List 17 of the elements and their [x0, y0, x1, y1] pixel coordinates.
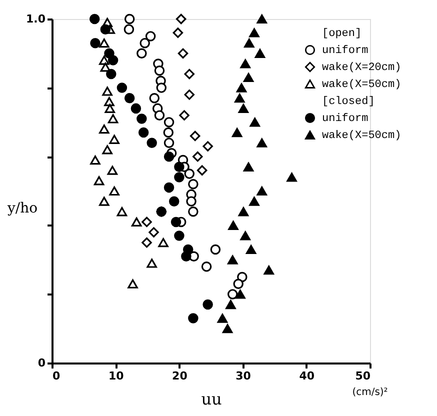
text: (cm/s)² — [352, 387, 388, 398]
legend-label: wake(X=20cm) — [322, 62, 402, 74]
x-tick-label: 10 — [108, 370, 124, 382]
x-axis-title: uu — [201, 390, 222, 408]
x-tick-label: 0 — [52, 370, 60, 382]
y-axis-title: y/ho — [6, 200, 38, 217]
legend-label: uniform — [322, 113, 369, 125]
x-tick-label: 20 — [172, 370, 188, 382]
legend-title: [open] — [322, 28, 362, 40]
legend-label: wake(X=50cm) — [322, 79, 402, 91]
y-tick-label: 1.0 — [26, 12, 46, 26]
x-tick-label: 40 — [299, 370, 315, 382]
x-tick-label: 30 — [236, 370, 252, 382]
legend-label: wake(X=50cm) — [322, 130, 402, 142]
x-tick-label: 50 — [355, 370, 371, 382]
annotation: [closed] — [322, 96, 375, 108]
legend-label: uniform — [322, 45, 369, 57]
